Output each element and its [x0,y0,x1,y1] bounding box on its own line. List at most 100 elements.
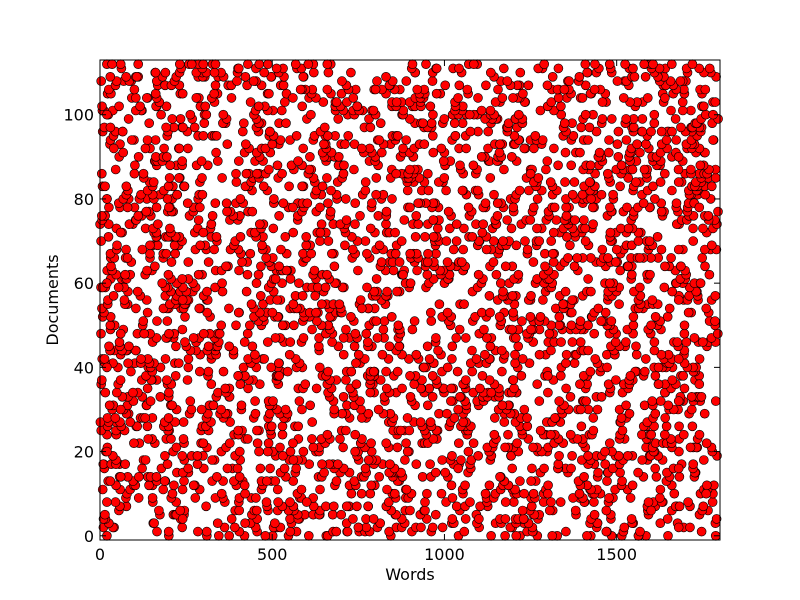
data-point [193,269,204,280]
data-point [485,67,496,78]
data-point [355,211,365,221]
data-point [586,194,596,204]
data-point [611,244,622,255]
data-point [673,463,684,474]
data-point [270,476,281,486]
data-point [670,114,681,124]
data-point [567,295,578,305]
data-point [454,80,465,91]
data-point [202,286,212,297]
data-point [145,240,155,251]
data-point [458,244,469,255]
data-point [708,135,718,145]
data-point [121,244,131,255]
data-point [459,299,469,310]
data-point [696,526,707,537]
data-point [401,438,411,449]
data-point [542,156,553,166]
data-point [661,421,672,432]
data-point [161,248,172,259]
data-point [416,522,426,533]
data-point [440,80,451,91]
data-point [350,446,360,457]
data-point [701,438,712,449]
data-point [183,354,194,364]
data-point [585,160,596,171]
data-point [511,333,521,343]
data-point [165,223,175,234]
data-point [349,476,360,486]
data-point [439,114,450,124]
data-point [548,257,559,267]
data-point [548,248,558,259]
data-point [314,362,325,373]
data-point [694,429,705,440]
data-point [541,164,551,175]
data-point [526,476,536,486]
data-point [254,219,265,229]
data-point [224,341,234,352]
data-point [196,404,207,415]
data-point [593,467,603,478]
data-point [241,286,252,297]
data-point [119,295,130,305]
data-point [301,497,312,507]
data-point [628,63,638,74]
data-point [687,421,698,432]
data-point [575,404,586,415]
data-point [295,84,306,95]
data-point [352,501,362,512]
data-point [174,173,184,183]
data-point [183,362,194,373]
data-point [627,480,638,491]
data-point [183,143,193,154]
data-point [522,244,533,255]
data-point [679,383,690,394]
data-point [323,236,334,246]
data-point [356,143,367,154]
data-point [519,143,530,154]
data-point [707,497,718,507]
data-point [457,185,468,196]
data-point [510,349,520,360]
data-point [580,223,590,234]
data-point [251,278,262,289]
data-point [570,215,580,225]
data-point [569,177,580,187]
data-point [270,274,281,284]
data-point [247,206,258,217]
data-point [233,425,243,436]
data-point [110,164,121,175]
data-point [604,278,615,289]
data-point [105,320,116,331]
data-point [695,160,706,171]
data-point [338,349,349,360]
data-point [407,59,418,69]
data-point [462,84,473,95]
data-point [508,375,519,385]
data-point [546,97,557,107]
data-point [170,248,180,259]
data-point [651,471,662,482]
data-point [622,450,633,461]
data-point [366,438,376,449]
data-point [642,93,653,103]
data-point [392,286,402,297]
data-point [222,139,233,149]
data-point [649,194,660,204]
data-point [704,63,715,74]
data-point [288,455,299,465]
data-point [107,59,117,69]
data-point [365,122,376,133]
data-point [242,434,253,444]
data-point [647,295,658,305]
data-point [315,227,326,238]
data-point [526,324,536,335]
data-point [676,261,686,272]
data-point [195,202,205,213]
data-point [447,514,458,524]
data-point [136,354,146,364]
data-point [373,404,384,415]
data-point [428,109,438,120]
data-point [392,131,403,141]
